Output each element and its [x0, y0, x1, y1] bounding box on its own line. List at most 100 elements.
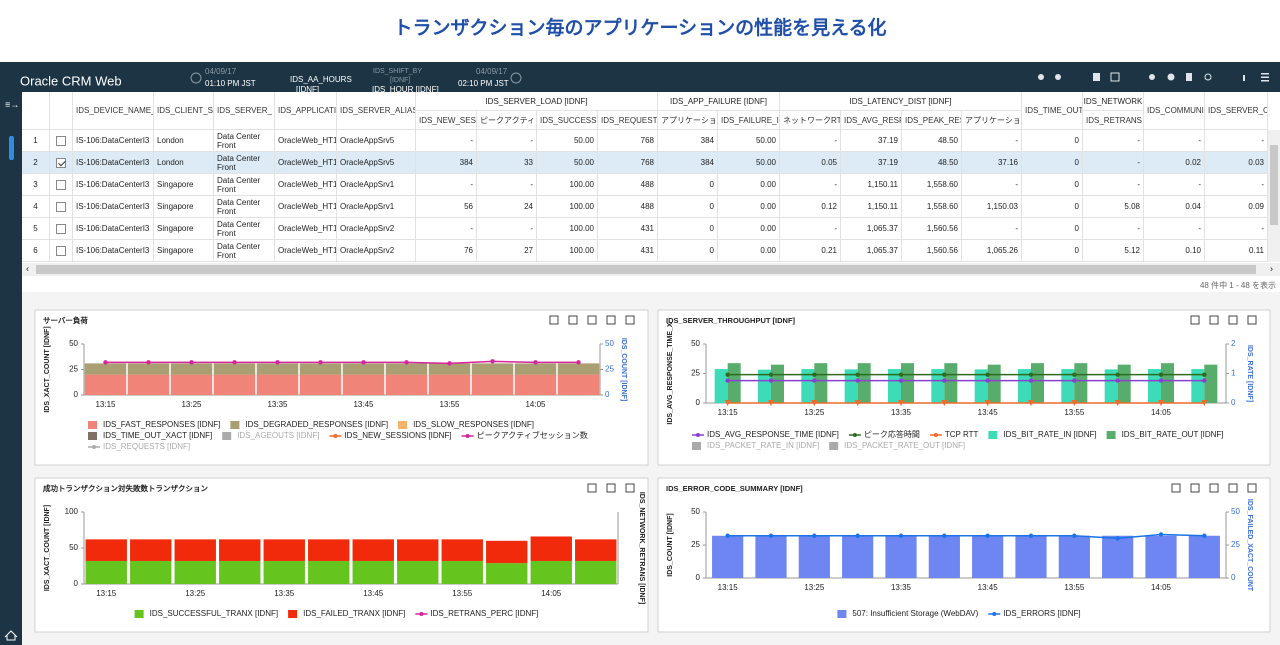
- panel-icon[interactable]: [1209, 483, 1219, 493]
- bar-segment: [130, 560, 172, 584]
- line-marker: [985, 533, 990, 538]
- legend-item[interactable]: TCP RTT: [929, 430, 979, 439]
- panel-icon[interactable]: [1228, 483, 1238, 493]
- chart-icon[interactable]: [1243, 75, 1245, 81]
- layout-icon[interactable]: [1110, 72, 1120, 82]
- bar: [1061, 369, 1075, 403]
- menu-icon[interactable]: ≡→: [5, 99, 19, 109]
- panel-icon[interactable]: [568, 315, 578, 325]
- panel-icon[interactable]: [587, 483, 597, 493]
- bar: [944, 363, 958, 403]
- side-tab[interactable]: [9, 136, 14, 160]
- table-cell: 0.04: [1144, 196, 1205, 218]
- table-cell: -: [962, 174, 1022, 196]
- legend-item[interactable]: IDS_RETRANS_PERC [IDNF]: [415, 609, 538, 618]
- panel-icon[interactable]: [1209, 315, 1219, 325]
- bar: [1204, 364, 1218, 403]
- next-button[interactable]: [510, 72, 522, 84]
- line-marker: [1114, 400, 1121, 406]
- legend-item[interactable]: IDS_NEW_SESSIONS [IDNF]: [329, 431, 452, 440]
- legend-label: IDS_TIME_OUT_XACT [IDNF]: [103, 431, 212, 440]
- scroll-left[interactable]: ‹: [26, 263, 29, 273]
- menu-line[interactable]: [1261, 73, 1269, 75]
- line-marker: [724, 400, 731, 406]
- table-cell: 37.19: [841, 152, 902, 174]
- checkbox[interactable]: [56, 136, 66, 146]
- scroll-right[interactable]: ›: [1270, 263, 1273, 273]
- interval[interactable]: IDS_HOUR [IDNF]: [372, 85, 439, 94]
- table-cell: 37.16: [962, 152, 1022, 174]
- legend-item[interactable]: IDS_SUCCESSFUL_TRANX [IDNF]: [134, 609, 278, 618]
- panel-icon[interactable]: [606, 315, 616, 325]
- checkbox[interactable]: [56, 246, 66, 256]
- line-marker: [1072, 533, 1077, 538]
- legend-item[interactable]: IDS_SLOW_RESPONSES [IDNF]: [398, 420, 534, 429]
- pie-icon[interactable]: [1167, 73, 1175, 81]
- legend-item[interactable]: IDS_FAILED_TRANX [IDNF]: [288, 609, 405, 618]
- v-scroll-thumb[interactable]: [1270, 145, 1278, 225]
- bar-segment: [308, 560, 350, 584]
- column-header: IDS_APPLICATI: [275, 92, 337, 130]
- doc-icon[interactable]: [1186, 73, 1192, 81]
- bar: [1102, 535, 1134, 578]
- column-group-header: IDS_SERVER_LOAD [IDNF]: [416, 92, 658, 111]
- panel-icon[interactable]: [549, 315, 559, 325]
- undo-icon[interactable]: [1204, 73, 1212, 81]
- checkbox[interactable]: [56, 180, 66, 190]
- h-scroll-thumb[interactable]: [36, 265, 1256, 274]
- user-icon[interactable]: [1149, 74, 1155, 80]
- legend-item[interactable]: IDS_BIT_RATE_IN [IDNF]: [988, 430, 1097, 439]
- legend-item[interactable]: 507: Insufficient Storage (WebDAV): [837, 609, 979, 618]
- y-axis-title: IDS_AVG_RESPONSE_TIME_X: [667, 322, 674, 425]
- legend-item[interactable]: IDS_FAST_RESPONSES [IDNF]: [88, 420, 220, 429]
- table-cell: 0: [1022, 218, 1083, 240]
- prev-button[interactable]: [190, 72, 202, 84]
- checkbox[interactable]: [56, 158, 66, 168]
- panel-icon[interactable]: [606, 483, 616, 493]
- legend-item[interactable]: ピークアクティブセッション数: [461, 430, 588, 440]
- export-icon[interactable]: [1093, 73, 1100, 81]
- panel-icon[interactable]: [587, 315, 597, 325]
- panel-icon[interactable]: [1247, 483, 1257, 493]
- table-cell: 76: [416, 240, 477, 262]
- x-tick-label: 13:55: [1064, 408, 1085, 417]
- range[interactable]: IDS_AA_HOURS: [290, 75, 352, 84]
- panel-icon[interactable]: [1190, 483, 1200, 493]
- legend-item[interactable]: IDS_BIT_RATE_OUT [IDNF]: [1106, 430, 1224, 439]
- checkbox[interactable]: [56, 202, 66, 212]
- search-icon[interactable]: [1038, 74, 1044, 80]
- panel-icon[interactable]: [1171, 483, 1181, 493]
- bar: [758, 369, 771, 403]
- shift[interactable]: IDS_SHIFT_BY: [373, 68, 422, 75]
- legend-item[interactable]: IDS_AVG_RESPONSE_TIME [IDNF]: [692, 430, 839, 439]
- legend-swatch: [134, 610, 144, 618]
- panel-icon[interactable]: [1190, 315, 1200, 325]
- app-name[interactable]: Oracle CRM Web: [20, 73, 122, 88]
- legend-item[interactable]: IDS_TIME_OUT_XACT [IDNF]: [88, 431, 212, 440]
- legend-item[interactable]: IDS_PACKET_RATE_IN [IDNF]: [692, 441, 819, 450]
- legend-item[interactable]: IDS_REQUESTS [IDNF]: [88, 442, 190, 451]
- legend-item[interactable]: IDS_ERRORS [IDNF]: [988, 609, 1081, 618]
- line-marker: [1115, 536, 1120, 541]
- bar-segment: [530, 536, 572, 561]
- legend-item[interactable]: IDS_PACKET_RATE_OUT [IDNF]: [829, 441, 965, 450]
- panel-icon[interactable]: [1247, 315, 1257, 325]
- panel-icon[interactable]: [625, 315, 635, 325]
- legend-item[interactable]: ピーク応答時間: [848, 429, 920, 439]
- refresh-icon[interactable]: [1055, 74, 1061, 80]
- legend-item[interactable]: IDS_AGEOUTS [IDNF]: [222, 431, 319, 440]
- checkbox[interactable]: [56, 224, 66, 234]
- legend-swatch: [88, 432, 97, 440]
- y2-axis-title: IDS_RATE [IDNF]: [1246, 345, 1253, 402]
- table-cell: -: [1205, 130, 1268, 152]
- line-marker: [725, 533, 730, 538]
- bar-segment: [397, 539, 439, 561]
- line-marker: [318, 360, 323, 365]
- panel-icon[interactable]: [1228, 315, 1238, 325]
- home-icon[interactable]: [4, 630, 18, 641]
- legend-item[interactable]: IDS_DEGRADED_RESPONSES [IDNF]: [230, 420, 388, 429]
- legend-swatch: [988, 431, 998, 439]
- line-marker: [1071, 400, 1078, 406]
- x-tick-label: 14:05: [525, 400, 546, 409]
- panel-icon[interactable]: [625, 483, 635, 493]
